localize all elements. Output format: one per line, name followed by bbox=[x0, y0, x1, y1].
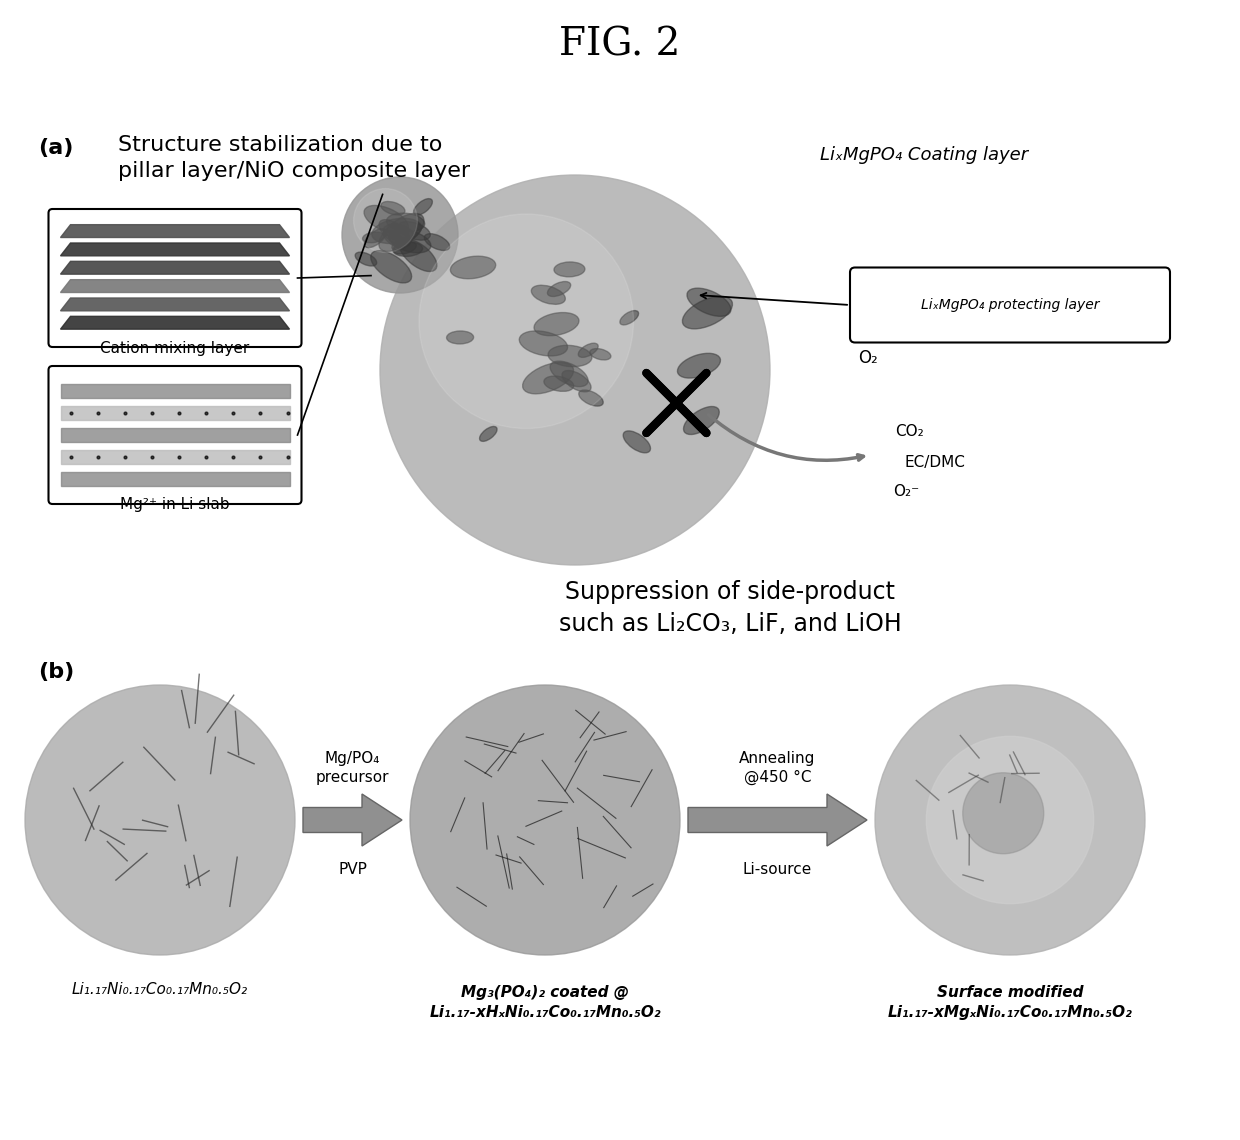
Ellipse shape bbox=[579, 390, 603, 406]
Text: (a): (a) bbox=[38, 138, 73, 158]
Ellipse shape bbox=[379, 220, 410, 246]
FancyBboxPatch shape bbox=[48, 366, 301, 504]
Ellipse shape bbox=[446, 331, 474, 344]
Ellipse shape bbox=[683, 407, 719, 434]
Ellipse shape bbox=[624, 431, 651, 453]
Ellipse shape bbox=[562, 370, 591, 392]
Polygon shape bbox=[61, 406, 289, 420]
Ellipse shape bbox=[590, 349, 611, 360]
Ellipse shape bbox=[620, 310, 639, 325]
Circle shape bbox=[353, 188, 418, 252]
Text: Suppression of side-product
such as Li₂CO₃, LiF, and LiOH: Suppression of side-product such as Li₂C… bbox=[559, 580, 901, 636]
Text: O₂⁻: O₂⁻ bbox=[893, 484, 919, 499]
Ellipse shape bbox=[371, 251, 412, 283]
Ellipse shape bbox=[389, 230, 430, 253]
Text: Li-source: Li-source bbox=[743, 863, 812, 878]
Text: PVP: PVP bbox=[339, 863, 367, 878]
Text: O₂: O₂ bbox=[858, 349, 878, 367]
Ellipse shape bbox=[393, 242, 423, 256]
Ellipse shape bbox=[365, 205, 408, 234]
Ellipse shape bbox=[362, 233, 384, 243]
Polygon shape bbox=[61, 279, 289, 293]
Circle shape bbox=[926, 736, 1094, 904]
FancyArrow shape bbox=[303, 793, 402, 846]
Ellipse shape bbox=[379, 213, 424, 252]
Text: CO₂: CO₂ bbox=[895, 424, 924, 440]
Circle shape bbox=[875, 685, 1145, 955]
Text: LiₓMgPO₄ Coating layer: LiₓMgPO₄ Coating layer bbox=[820, 146, 1028, 164]
Polygon shape bbox=[61, 316, 289, 329]
Text: FIG. 2: FIG. 2 bbox=[559, 26, 681, 64]
Ellipse shape bbox=[687, 288, 730, 316]
Ellipse shape bbox=[365, 229, 387, 247]
Ellipse shape bbox=[480, 426, 497, 441]
Polygon shape bbox=[61, 225, 289, 237]
Ellipse shape bbox=[522, 363, 574, 393]
Ellipse shape bbox=[682, 296, 733, 328]
Polygon shape bbox=[61, 383, 289, 398]
Circle shape bbox=[25, 685, 295, 955]
Text: (b): (b) bbox=[38, 662, 74, 682]
Polygon shape bbox=[61, 261, 289, 274]
Ellipse shape bbox=[414, 198, 433, 215]
Circle shape bbox=[379, 176, 770, 565]
Ellipse shape bbox=[398, 221, 430, 241]
Polygon shape bbox=[61, 449, 289, 464]
Circle shape bbox=[410, 685, 680, 955]
Polygon shape bbox=[61, 298, 289, 311]
Text: EC/DMC: EC/DMC bbox=[905, 455, 966, 470]
Ellipse shape bbox=[544, 376, 574, 391]
FancyBboxPatch shape bbox=[849, 268, 1171, 342]
Text: Mg/PO₄
precursor: Mg/PO₄ precursor bbox=[316, 751, 389, 784]
Text: Mg²⁺ in Li slab: Mg²⁺ in Li slab bbox=[120, 497, 229, 513]
Text: Surface modified
Li₁.₁₇-xMgₓNi₀.₁₇Co₀.₁₇Mn₀.₅O₂: Surface modified Li₁.₁₇-xMgₓNi₀.₁₇Co₀.₁₇… bbox=[888, 985, 1132, 1020]
Text: Li₁.₁₇Ni₀.₁₇Co₀.₁₇Mn₀.₅O₂: Li₁.₁₇Ni₀.₁₇Co₀.₁₇Mn₀.₅O₂ bbox=[72, 983, 248, 998]
Ellipse shape bbox=[534, 312, 579, 335]
Polygon shape bbox=[61, 243, 289, 255]
FancyBboxPatch shape bbox=[48, 209, 301, 347]
Ellipse shape bbox=[393, 242, 417, 254]
Ellipse shape bbox=[399, 239, 436, 271]
Ellipse shape bbox=[450, 256, 496, 279]
Circle shape bbox=[962, 773, 1044, 854]
Ellipse shape bbox=[554, 262, 585, 277]
Polygon shape bbox=[61, 472, 289, 486]
FancyArrow shape bbox=[688, 793, 867, 846]
Circle shape bbox=[342, 177, 458, 293]
Ellipse shape bbox=[578, 343, 598, 357]
Text: Mg₃(PO₄)₂ coated @
Li₁.₁₇-xHₓNi₀.₁₇Co₀.₁₇Mn₀.₅O₂: Mg₃(PO₄)₂ coated @ Li₁.₁₇-xHₓNi₀.₁₇Co₀.₁… bbox=[429, 985, 661, 1020]
Ellipse shape bbox=[355, 252, 377, 266]
Ellipse shape bbox=[387, 213, 425, 231]
Ellipse shape bbox=[381, 202, 405, 215]
Ellipse shape bbox=[383, 230, 405, 249]
Text: LiₓMgPO₄ protecting layer: LiₓMgPO₄ protecting layer bbox=[921, 298, 1099, 312]
Text: Annealing
@450 °C: Annealing @450 °C bbox=[739, 751, 816, 785]
Ellipse shape bbox=[424, 234, 450, 251]
Ellipse shape bbox=[548, 345, 591, 367]
Ellipse shape bbox=[551, 361, 588, 386]
Ellipse shape bbox=[520, 331, 568, 356]
Text: Cation mixing layer: Cation mixing layer bbox=[100, 341, 249, 356]
Ellipse shape bbox=[392, 238, 410, 250]
Polygon shape bbox=[61, 428, 289, 442]
Circle shape bbox=[419, 214, 634, 429]
Text: Structure stabilization due to
pillar layer/NiO composite layer: Structure stabilization due to pillar la… bbox=[118, 135, 470, 181]
Ellipse shape bbox=[383, 225, 414, 241]
Ellipse shape bbox=[531, 285, 565, 304]
Ellipse shape bbox=[372, 218, 422, 244]
Ellipse shape bbox=[677, 353, 720, 378]
Ellipse shape bbox=[547, 282, 570, 296]
